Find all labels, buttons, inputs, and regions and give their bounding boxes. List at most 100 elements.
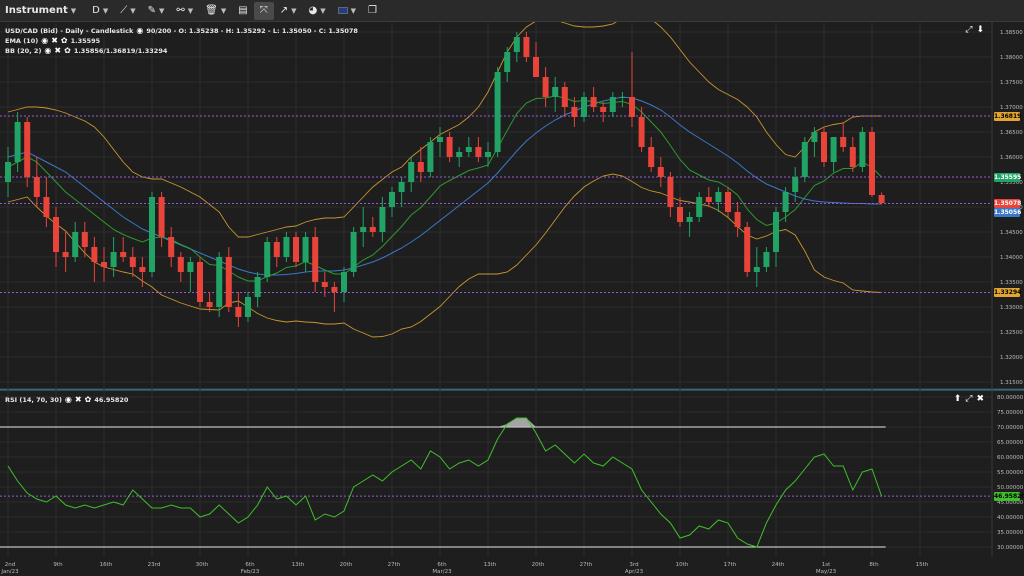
price-tick-label: 1.37000 bbox=[1000, 105, 1023, 111]
timeframe-selector[interactable]: D ▼ bbox=[86, 0, 114, 22]
candle-bearish bbox=[475, 147, 482, 157]
candle-bullish bbox=[763, 252, 770, 267]
candle-bearish bbox=[197, 262, 203, 302]
ema-line bbox=[7, 95, 882, 282]
candle-bullish bbox=[552, 87, 559, 97]
candle-bullish bbox=[465, 147, 472, 152]
trash-button[interactable]: 🗑 ▼ bbox=[199, 0, 232, 22]
candle-bearish bbox=[561, 87, 568, 107]
x-tick-label: 9th bbox=[53, 562, 63, 568]
rsi-pane: 80.00000 75.00000 70.00000 65.00000 60.00000… bbox=[0, 395, 1024, 551]
expand-icon[interactable]: ⤢ bbox=[965, 394, 973, 404]
arrow-down-icon[interactable]: ⬇ bbox=[976, 25, 984, 35]
x-tick-label: 8th bbox=[869, 562, 879, 568]
popout-button[interactable]: ❐ bbox=[362, 0, 383, 22]
close-icon[interactable]: ✖ bbox=[74, 395, 82, 404]
candle-bullish bbox=[609, 97, 616, 112]
x-tick-label: 20th bbox=[340, 562, 353, 568]
candle-bullish bbox=[811, 132, 818, 142]
eye-icon[interactable]: ◉ bbox=[41, 36, 49, 45]
price-tick-label: 1.33000 bbox=[1000, 305, 1023, 311]
candle-bullish bbox=[859, 132, 866, 167]
candle-bearish bbox=[542, 77, 549, 97]
rsi-tick-label: 50.00000 bbox=[997, 485, 1024, 491]
candle-bullish bbox=[14, 122, 21, 162]
expand-icon[interactable]: ⤢ bbox=[965, 25, 973, 35]
gear-icon[interactable]: ✿ bbox=[64, 46, 71, 55]
eye-icon[interactable]: ◉ bbox=[136, 26, 144, 35]
instrument-selector[interactable]: Instrument ▼ bbox=[0, 0, 86, 22]
rsi-overbought-fill bbox=[497, 418, 536, 427]
ema-label: EMA (10) bbox=[5, 36, 39, 45]
x-tick-sublabel: May/23 bbox=[816, 569, 837, 575]
chart-svg[interactable]: 1.38500 1.38000 1.37500 1.37000 1.36500 1.360… bbox=[0, 14, 1024, 576]
bb-upper-line bbox=[7, 14, 882, 238]
candle-bearish bbox=[177, 257, 184, 272]
language-button[interactable]: ▼ bbox=[332, 0, 362, 22]
close-icon[interactable]: ✖ bbox=[54, 46, 62, 55]
x-tick-label: 20th bbox=[532, 562, 545, 568]
candle-bullish bbox=[773, 212, 779, 252]
rsi-line bbox=[7, 417, 883, 548]
candle-bearish bbox=[24, 122, 31, 177]
x-tick-sublabel: Mar/23 bbox=[432, 569, 452, 575]
x-tick-label: 6th bbox=[437, 562, 447, 568]
candle-bullish bbox=[792, 177, 799, 192]
candle-bearish bbox=[571, 107, 578, 117]
close-icon[interactable]: ✖ bbox=[51, 36, 58, 45]
candle-bullish bbox=[801, 142, 808, 177]
eye-icon[interactable]: ◉ bbox=[64, 395, 72, 404]
chevron-down-icon: ▼ bbox=[350, 6, 357, 15]
candle-bullish bbox=[581, 97, 587, 117]
candle-bullish bbox=[350, 232, 357, 272]
chevron-down-icon: ▼ bbox=[102, 6, 109, 15]
candle-bullish bbox=[456, 152, 463, 157]
eye-icon[interactable]: ◉ bbox=[44, 46, 52, 55]
toolbar: Instrument ▼ D ▼ ⟋ ▼ ✎ ▼ ⚯ ▼ 🗑 ▼ ▤ ⤧ ↗ ▼ ◕ ▼ ▼ ❐ bbox=[0, 0, 1024, 22]
rsi-pane-controls: ⬆ ⤢ ✖ bbox=[954, 394, 984, 404]
candle-bearish bbox=[638, 117, 645, 147]
layout-button[interactable]: ▤ bbox=[232, 0, 253, 22]
rsi-tick-label: 70.00000 bbox=[997, 425, 1024, 431]
candle-bearish bbox=[590, 97, 597, 107]
arrow-up-icon[interactable]: ⬆ bbox=[953, 394, 962, 404]
candle-bullish bbox=[283, 237, 290, 257]
forward-button[interactable]: ↗ ▼ bbox=[274, 0, 303, 22]
candle-bullish bbox=[686, 217, 693, 222]
candle-bearish bbox=[62, 252, 69, 257]
price-tick-label: 1.32500 bbox=[1000, 330, 1023, 336]
chevron-down-icon: ▼ bbox=[220, 6, 227, 15]
candle-bearish bbox=[446, 137, 453, 157]
x-tick-sublabel: Jan/23 bbox=[0, 569, 19, 575]
candle-bearish bbox=[91, 247, 98, 262]
draw-line-button[interactable]: ⟋ ▼ bbox=[114, 0, 141, 22]
pencil-button[interactable]: ✎ ▼ bbox=[142, 0, 171, 22]
candle-bearish bbox=[849, 147, 856, 167]
indicators-button[interactable]: ⚯ ▼ bbox=[170, 0, 199, 22]
price-tick-label: 1.34500 bbox=[1000, 230, 1023, 236]
candle-bullish bbox=[715, 192, 722, 202]
candle-bullish bbox=[830, 137, 837, 162]
candle-bullish bbox=[245, 297, 251, 317]
gear-icon[interactable]: ✿ bbox=[60, 36, 68, 45]
rsi-tick-label: 35.00000 bbox=[997, 530, 1024, 536]
price-tag: 1.33294 bbox=[994, 287, 1022, 297]
x-tick-label: 17th bbox=[724, 562, 737, 568]
x-tick-label: 6th bbox=[245, 562, 255, 568]
chevron-down-icon: ▼ bbox=[320, 6, 326, 15]
chart-area[interactable]: 1.38500 1.38000 1.37500 1.37000 1.36500 1.360… bbox=[0, 14, 1024, 576]
rsi-tick-label: 55.00000 bbox=[997, 470, 1024, 476]
candle-bearish bbox=[725, 192, 731, 212]
close-icon[interactable]: ✖ bbox=[976, 394, 984, 404]
price-tick-label: 1.34000 bbox=[1000, 255, 1023, 261]
candle-bearish bbox=[101, 262, 107, 267]
theme-button[interactable]: ◕ ▼ bbox=[303, 0, 332, 22]
candle-bullish bbox=[427, 142, 434, 172]
bb-middle-line bbox=[7, 96, 882, 276]
gear-icon[interactable]: ✿ bbox=[84, 395, 92, 404]
candle-bearish bbox=[81, 232, 88, 247]
rsi-tick-label: 40.00000 bbox=[997, 515, 1024, 521]
candle-bullish bbox=[753, 267, 760, 272]
fit-button[interactable]: ⤧ bbox=[253, 1, 274, 20]
